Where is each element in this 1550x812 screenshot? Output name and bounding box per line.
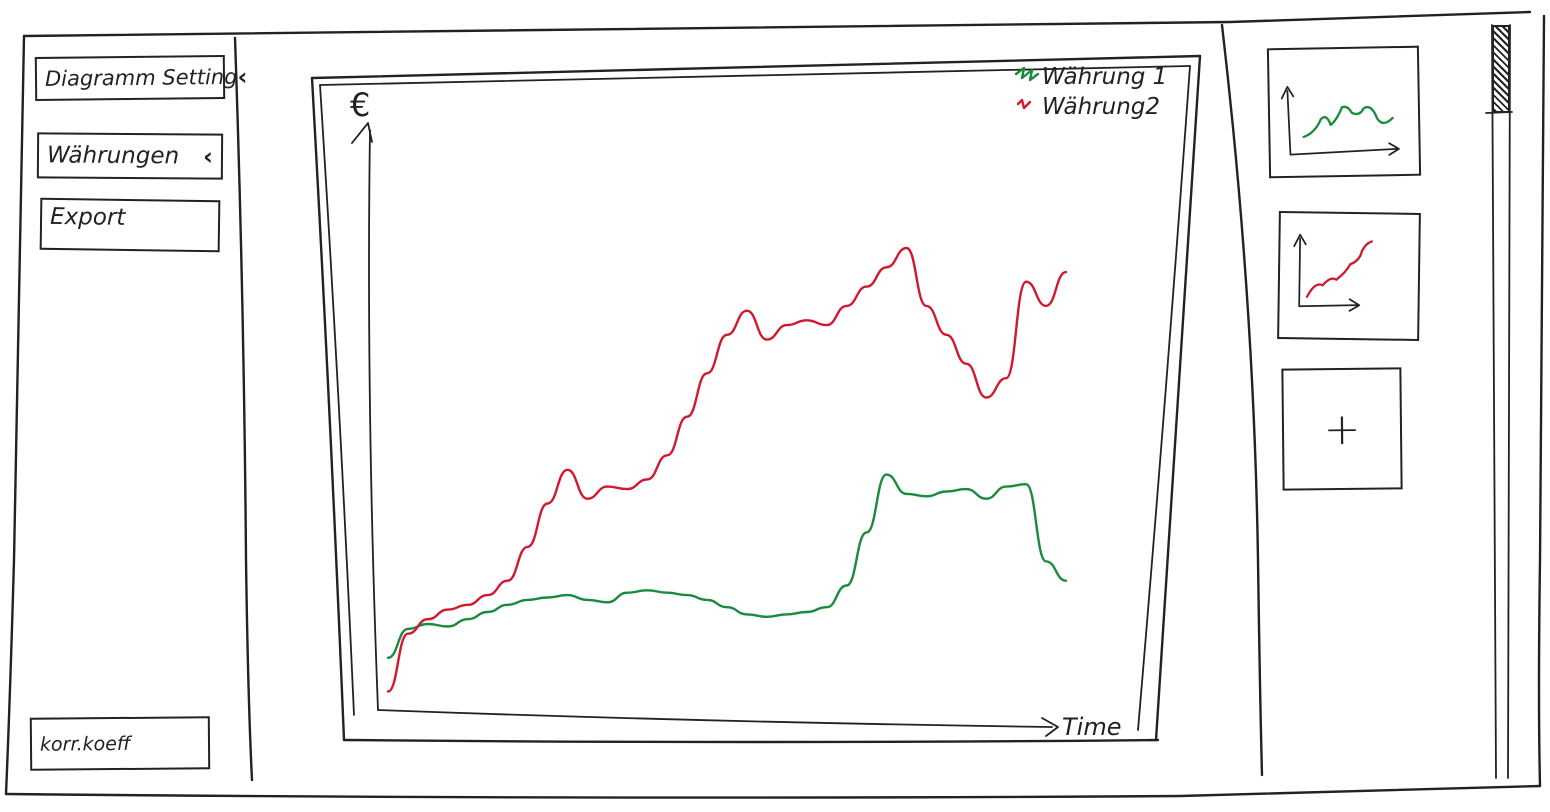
chart-thumbnail-waehrung1[interactable]: [1266, 45, 1422, 179]
series-line-1: [386, 473, 1068, 659]
x-axis-label: Time: [1062, 713, 1121, 741]
y-axis-unit: €: [350, 86, 370, 124]
x-axis: [377, 709, 1053, 728]
diagram-settings-label: Diagramm Setting: [44, 64, 238, 91]
chevron-left-icon: ‹: [237, 62, 248, 91]
export-button[interactable]: Export: [39, 197, 221, 253]
chart-legend: Währung 1 Währung2: [1014, 64, 1167, 120]
thumbnail-chart-icon: [1293, 233, 1373, 312]
korr-koeff-label: korr.koeff: [39, 732, 131, 756]
series-line-2: [386, 246, 1068, 693]
y-axis-arrow: [351, 122, 373, 144]
legend-swatch-waehrung1: [1014, 66, 1040, 82]
export-label: Export: [49, 203, 126, 231]
waehrungen-label: Währungen: [46, 142, 180, 170]
legend-label-waehrung1: Währung 1: [1042, 64, 1167, 90]
legend-label-waehrung2: Währung2: [1042, 94, 1160, 120]
add-chart-button[interactable]: +: [1281, 367, 1403, 491]
scrollbar-thumb[interactable]: [1492, 25, 1510, 113]
y-axis: [368, 129, 379, 711]
chevron-left-icon: ‹: [203, 142, 214, 171]
plus-icon: +: [1323, 403, 1361, 455]
thumbnail-chart-icon: [1280, 85, 1400, 156]
diagram-settings-button[interactable]: Diagramm Setting ‹: [34, 55, 248, 101]
chart-thumbnail-waehrung2[interactable]: [1277, 211, 1421, 341]
series-layer: [386, 246, 1068, 693]
x-axis-arrow: [1041, 717, 1059, 737]
korr-koeff-button[interactable]: korr.koeff: [29, 716, 211, 771]
waehrungen-button[interactable]: Währungen ‹: [36, 132, 224, 180]
legend-swatch-waehrung2: [1016, 98, 1032, 110]
scrollbar-track[interactable]: [1492, 113, 1510, 777]
